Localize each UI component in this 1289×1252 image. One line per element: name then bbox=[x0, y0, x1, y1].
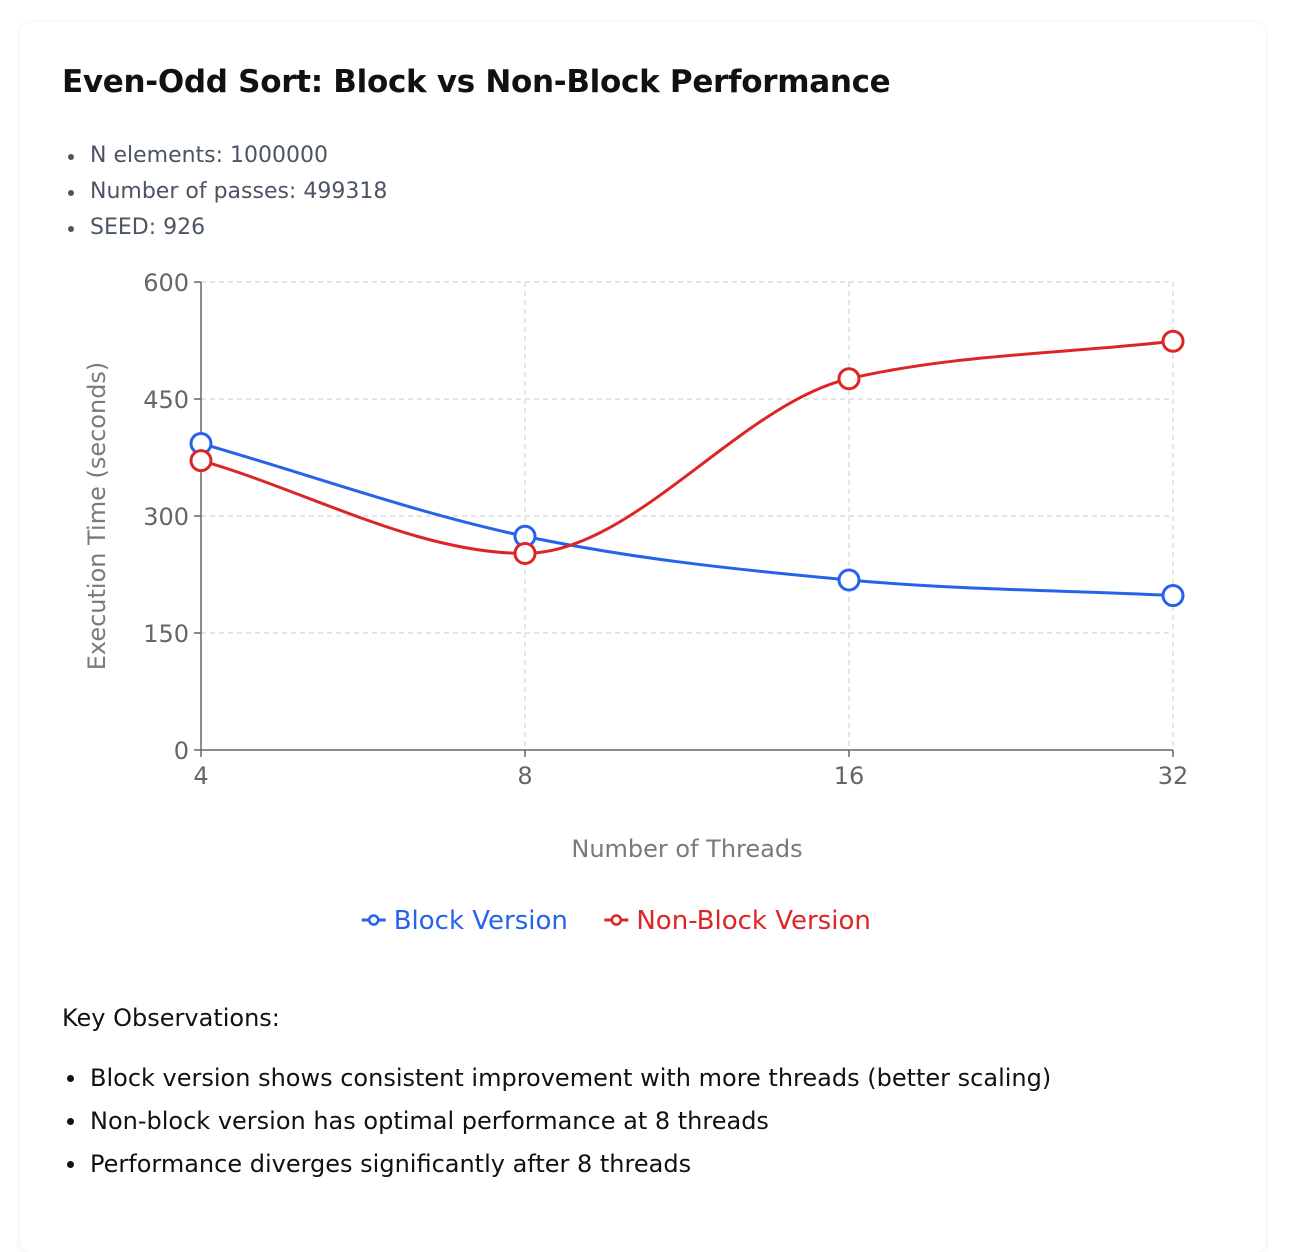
y-tick-label: 450 bbox=[143, 386, 189, 414]
param-number-of-passes: Number of passes: 499318 bbox=[62, 176, 387, 212]
x-tick-label: 8 bbox=[517, 762, 532, 790]
param-n-elements: N elements: 1000000 bbox=[62, 140, 387, 176]
legend-label: Block Version bbox=[394, 906, 568, 936]
legend-label: Non-Block Version bbox=[636, 906, 870, 936]
legend-marker-icon bbox=[610, 914, 623, 926]
parameter-list: N elements: 1000000 Number of passes: 49… bbox=[62, 140, 387, 248]
x-tick-label: 4 bbox=[193, 762, 208, 790]
data-point bbox=[513, 541, 537, 565]
chart-ticks: 0 150 300 450 600 4 8 16 32 bbox=[143, 269, 1188, 790]
data-point bbox=[1161, 584, 1185, 608]
data-point bbox=[837, 568, 861, 592]
observations-heading: Key Observations: bbox=[62, 1004, 280, 1032]
series-line bbox=[200, 442, 1174, 598]
observation-item: Non-block version has optimal performanc… bbox=[62, 1101, 1051, 1144]
y-axis-label: Execution Time (seconds) bbox=[83, 362, 111, 671]
chart-series bbox=[189, 329, 1185, 608]
param-seed: SEED: 926 bbox=[62, 212, 387, 248]
observations-list: Block version shows consistent improveme… bbox=[62, 1058, 1051, 1187]
y-tick-label: 0 bbox=[174, 737, 189, 765]
observation-item: Performance diverges significantly after… bbox=[62, 1144, 1051, 1187]
y-tick-label: 150 bbox=[143, 620, 189, 648]
y-tick-label: 600 bbox=[143, 269, 189, 297]
y-tick-label: 300 bbox=[143, 503, 189, 531]
line-chart: 0 150 300 450 600 4 8 16 32 Number of Threads Ex… bbox=[83, 269, 1188, 936]
chart-legend: Block Version Non-Block Version bbox=[361, 906, 871, 936]
chart-grid bbox=[201, 281, 1174, 750]
legend-marker-icon bbox=[367, 914, 380, 926]
data-point bbox=[1161, 329, 1185, 353]
chart-card bbox=[20, 22, 1266, 1252]
data-point bbox=[189, 449, 213, 473]
observation-item: Block version shows consistent improveme… bbox=[62, 1058, 1051, 1101]
x-tick-label: 16 bbox=[834, 762, 865, 790]
series-line bbox=[200, 339, 1174, 555]
data-point bbox=[837, 367, 861, 391]
x-axis-label: Number of Threads bbox=[571, 835, 802, 863]
x-tick-label: 32 bbox=[1158, 762, 1189, 790]
page-title: Even-Odd Sort: Block vs Non-Block Perfor… bbox=[62, 64, 891, 100]
